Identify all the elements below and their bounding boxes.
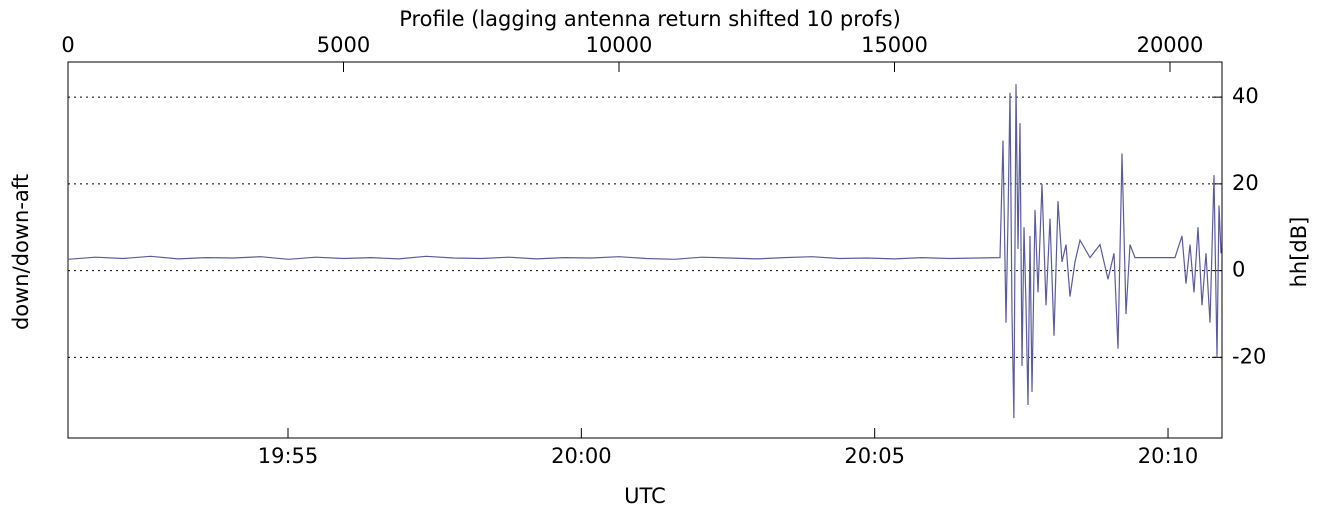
- x-tick-label: 20000: [1137, 33, 1204, 57]
- y2-tick-label: 20: [1232, 171, 1259, 195]
- x2-tick-label: 20:00: [551, 444, 612, 468]
- y2-tick-label: 0: [1232, 258, 1245, 282]
- x-tick-label: 10000: [586, 33, 653, 57]
- plot-frame: [67, 61, 1223, 439]
- x-tick-label: 5000: [317, 33, 370, 57]
- x-tick-label: 0: [61, 33, 74, 57]
- x-axis-label: UTC: [624, 484, 666, 508]
- y2-axis-label: hh[dB]: [1287, 217, 1311, 288]
- data-line: [67, 84, 1222, 419]
- x-tick-label: 15000: [861, 33, 928, 57]
- x2-tick-label: 19:55: [258, 444, 319, 468]
- y-axis-label: down/down-aft: [9, 174, 33, 330]
- x2-tick-label: 20:05: [844, 444, 905, 468]
- y2-tick-label: 40: [1232, 84, 1259, 108]
- x2-tick-label: 20:10: [1138, 444, 1199, 468]
- chart-title: Profile (lagging antenna return shifted …: [399, 7, 901, 31]
- y2-tick-label: -20: [1232, 344, 1266, 368]
